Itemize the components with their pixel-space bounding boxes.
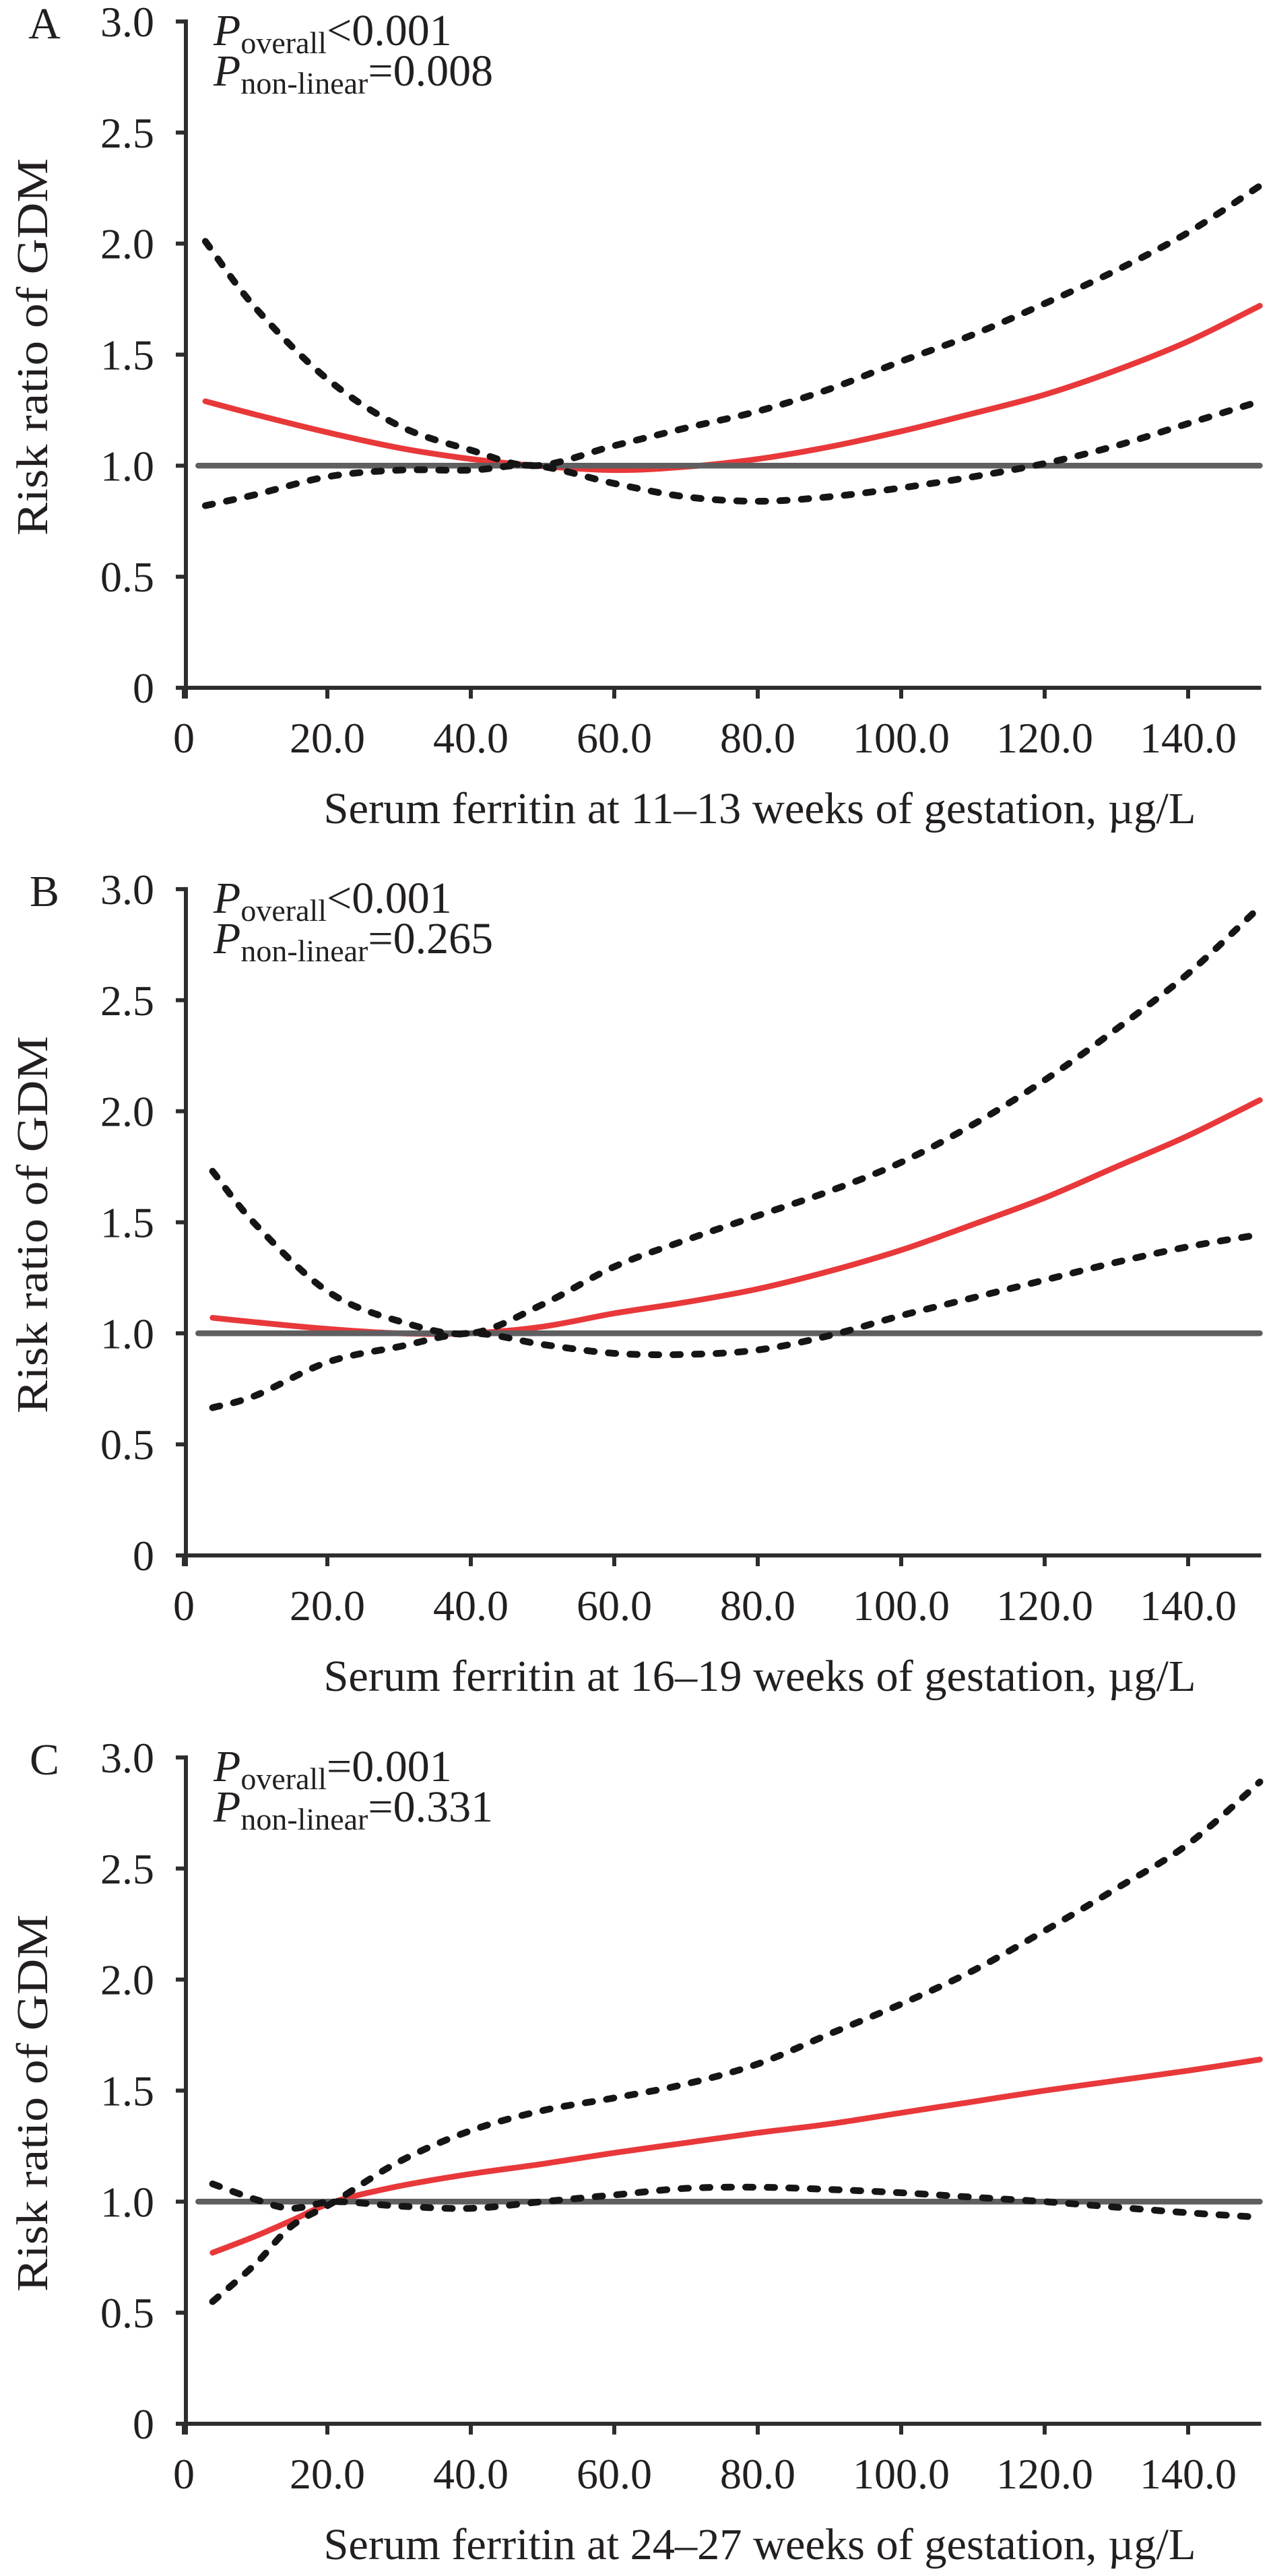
x-tick-label: 0 [173,714,195,762]
y-tick-label: 1.5 [100,2067,154,2115]
y-tick-label: 2.0 [100,1088,154,1136]
y-tick-label: 2.0 [100,220,154,268]
y-tick-label: 0 [133,2400,154,2448]
plot-area [195,182,1264,509]
panel-letter: C [30,1735,59,1784]
x-tick-label: 80.0 [720,2450,795,2498]
x-tick-label: 40.0 [433,1582,509,1630]
p-value: =0.331 [368,1782,493,1832]
estimate-line [209,1097,1263,1337]
axes [176,887,1262,1566]
p-value: =0.001 [327,1742,452,1791]
y-tick-label: 2.5 [100,109,154,157]
p-value: <0.001 [327,6,452,55]
y-axis-label: Risk ratio of GDM [8,1036,57,1413]
x-tick-label: 60.0 [577,1582,652,1630]
x-axis-label: Serum ferritin at 24–27 weeks of gestati… [324,2520,1196,2569]
p-subscript: non-linear [240,934,368,968]
p-subscript: non-linear [240,66,368,100]
x-tick-label: 120.0 [996,2450,1093,2498]
y-tick-label: 3.0 [100,1734,154,1782]
y-tick-label: 0 [133,1532,154,1580]
y-tick-label: 2.0 [100,1956,154,2004]
panel-c: C Risk ratio of GDM 0 0.5 1.0 1.5 2.0 2.5 3.0 0 20… [8,1734,1264,2569]
p-subscript: overall [240,1762,327,1796]
axes [176,1755,1262,2435]
y-tick-label: 0.5 [100,2289,154,2337]
lower-ci-line [209,1231,1264,1411]
x-tick-label: 100.0 [853,2450,950,2498]
p-symbol: P [213,914,240,963]
y-tick-label: 1.0 [100,1310,154,1357]
x-tick-label: 60.0 [577,2450,652,2498]
x-tick-label: 80.0 [720,714,795,762]
x-tick-label: 20.0 [290,2450,365,2498]
x-tick-label: 0 [173,1582,195,1630]
y-tick-label: 3.0 [100,866,154,913]
upper-ci-line [201,182,1264,470]
x-tick-label: 140.0 [1140,1582,1237,1630]
x-tick-label: 120.0 [996,714,1093,762]
p-nonlinear-annotation: Pnon-linear=0.265 [213,914,493,968]
x-axis-label: Serum ferritin at 11–13 weeks of gestati… [324,784,1196,833]
x-tick-label: 20.0 [290,714,365,762]
p-nonlinear-annotation: Pnon-linear=0.008 [213,46,493,100]
x-tick-label: 40.0 [433,2450,509,2498]
x-tick-label: 100.0 [853,1582,950,1630]
p-subscript: overall [240,26,327,60]
plot-area [195,903,1264,1411]
upper-ci-line [209,1778,1264,2305]
x-tick-label: 0 [173,2450,195,2498]
x-tick-label: 40.0 [433,714,509,762]
p-nonlinear-annotation: Pnon-linear=0.331 [213,1782,493,1836]
p-value: =0.008 [368,46,493,96]
x-axis-label: Serum ferritin at 16–19 weeks of gestati… [324,1652,1196,1701]
p-value: =0.265 [368,914,493,963]
y-tick-label: 1.0 [100,2178,154,2226]
panel-b: B Risk ratio of GDM 0 0.5 1.0 1.5 2.0 2.5 3.0 0 20… [8,866,1264,1701]
y-axis-label: Risk ratio of GDM [8,158,57,536]
x-tick-label: 120.0 [996,1582,1093,1630]
estimate-line [209,2057,1263,2256]
x-tick-label: 20.0 [290,1582,365,1630]
lower-ci-line [201,397,1264,509]
x-tick-label: 140.0 [1140,2450,1237,2498]
x-tick-label: 140.0 [1140,714,1237,762]
y-tick-label: 0.5 [100,553,154,601]
panel-letter: B [30,867,59,916]
y-tick-label: 1.5 [100,331,154,379]
y-axis-label: Risk ratio of GDM [8,1914,57,2292]
x-tick-label: 60.0 [577,714,652,762]
p-value: <0.001 [327,874,452,923]
lower-ci-line [209,2180,1264,2221]
estimate-line [202,302,1263,474]
p-overall-annotation: Poverall=0.001 [213,1742,452,1796]
p-symbol: P [213,6,240,55]
p-subscript: overall [240,893,327,928]
x-tick-label: 80.0 [720,1582,795,1630]
x-tick-label: 100.0 [853,714,950,762]
p-symbol: P [213,874,240,923]
y-tick-label: 3.0 [100,0,154,46]
panel-letter: A [28,0,61,49]
plot-area [195,1778,1264,2305]
p-overall-annotation: Poverall<0.001 [213,6,452,60]
p-overall-annotation: Poverall<0.001 [213,874,452,928]
p-symbol: P [213,1742,240,1791]
p-subscript: non-linear [240,1802,368,1836]
y-tick-label: 1.0 [100,442,154,490]
panel-a: A Risk ratio of GDM 0 0.5 1.0 1.5 2.0 2.5 3.0 0 20… [8,0,1264,833]
y-tick-label: 1.5 [100,1198,154,1246]
y-tick-label: 2.5 [100,1845,154,1893]
axes [176,19,1262,699]
p-symbol: P [213,46,240,96]
y-tick-label: 2.5 [100,977,154,1025]
p-symbol: P [213,1782,240,1832]
y-tick-label: 0.5 [100,1421,154,1469]
upper-ci-line [209,903,1264,1338]
y-tick-label: 0 [133,664,154,712]
